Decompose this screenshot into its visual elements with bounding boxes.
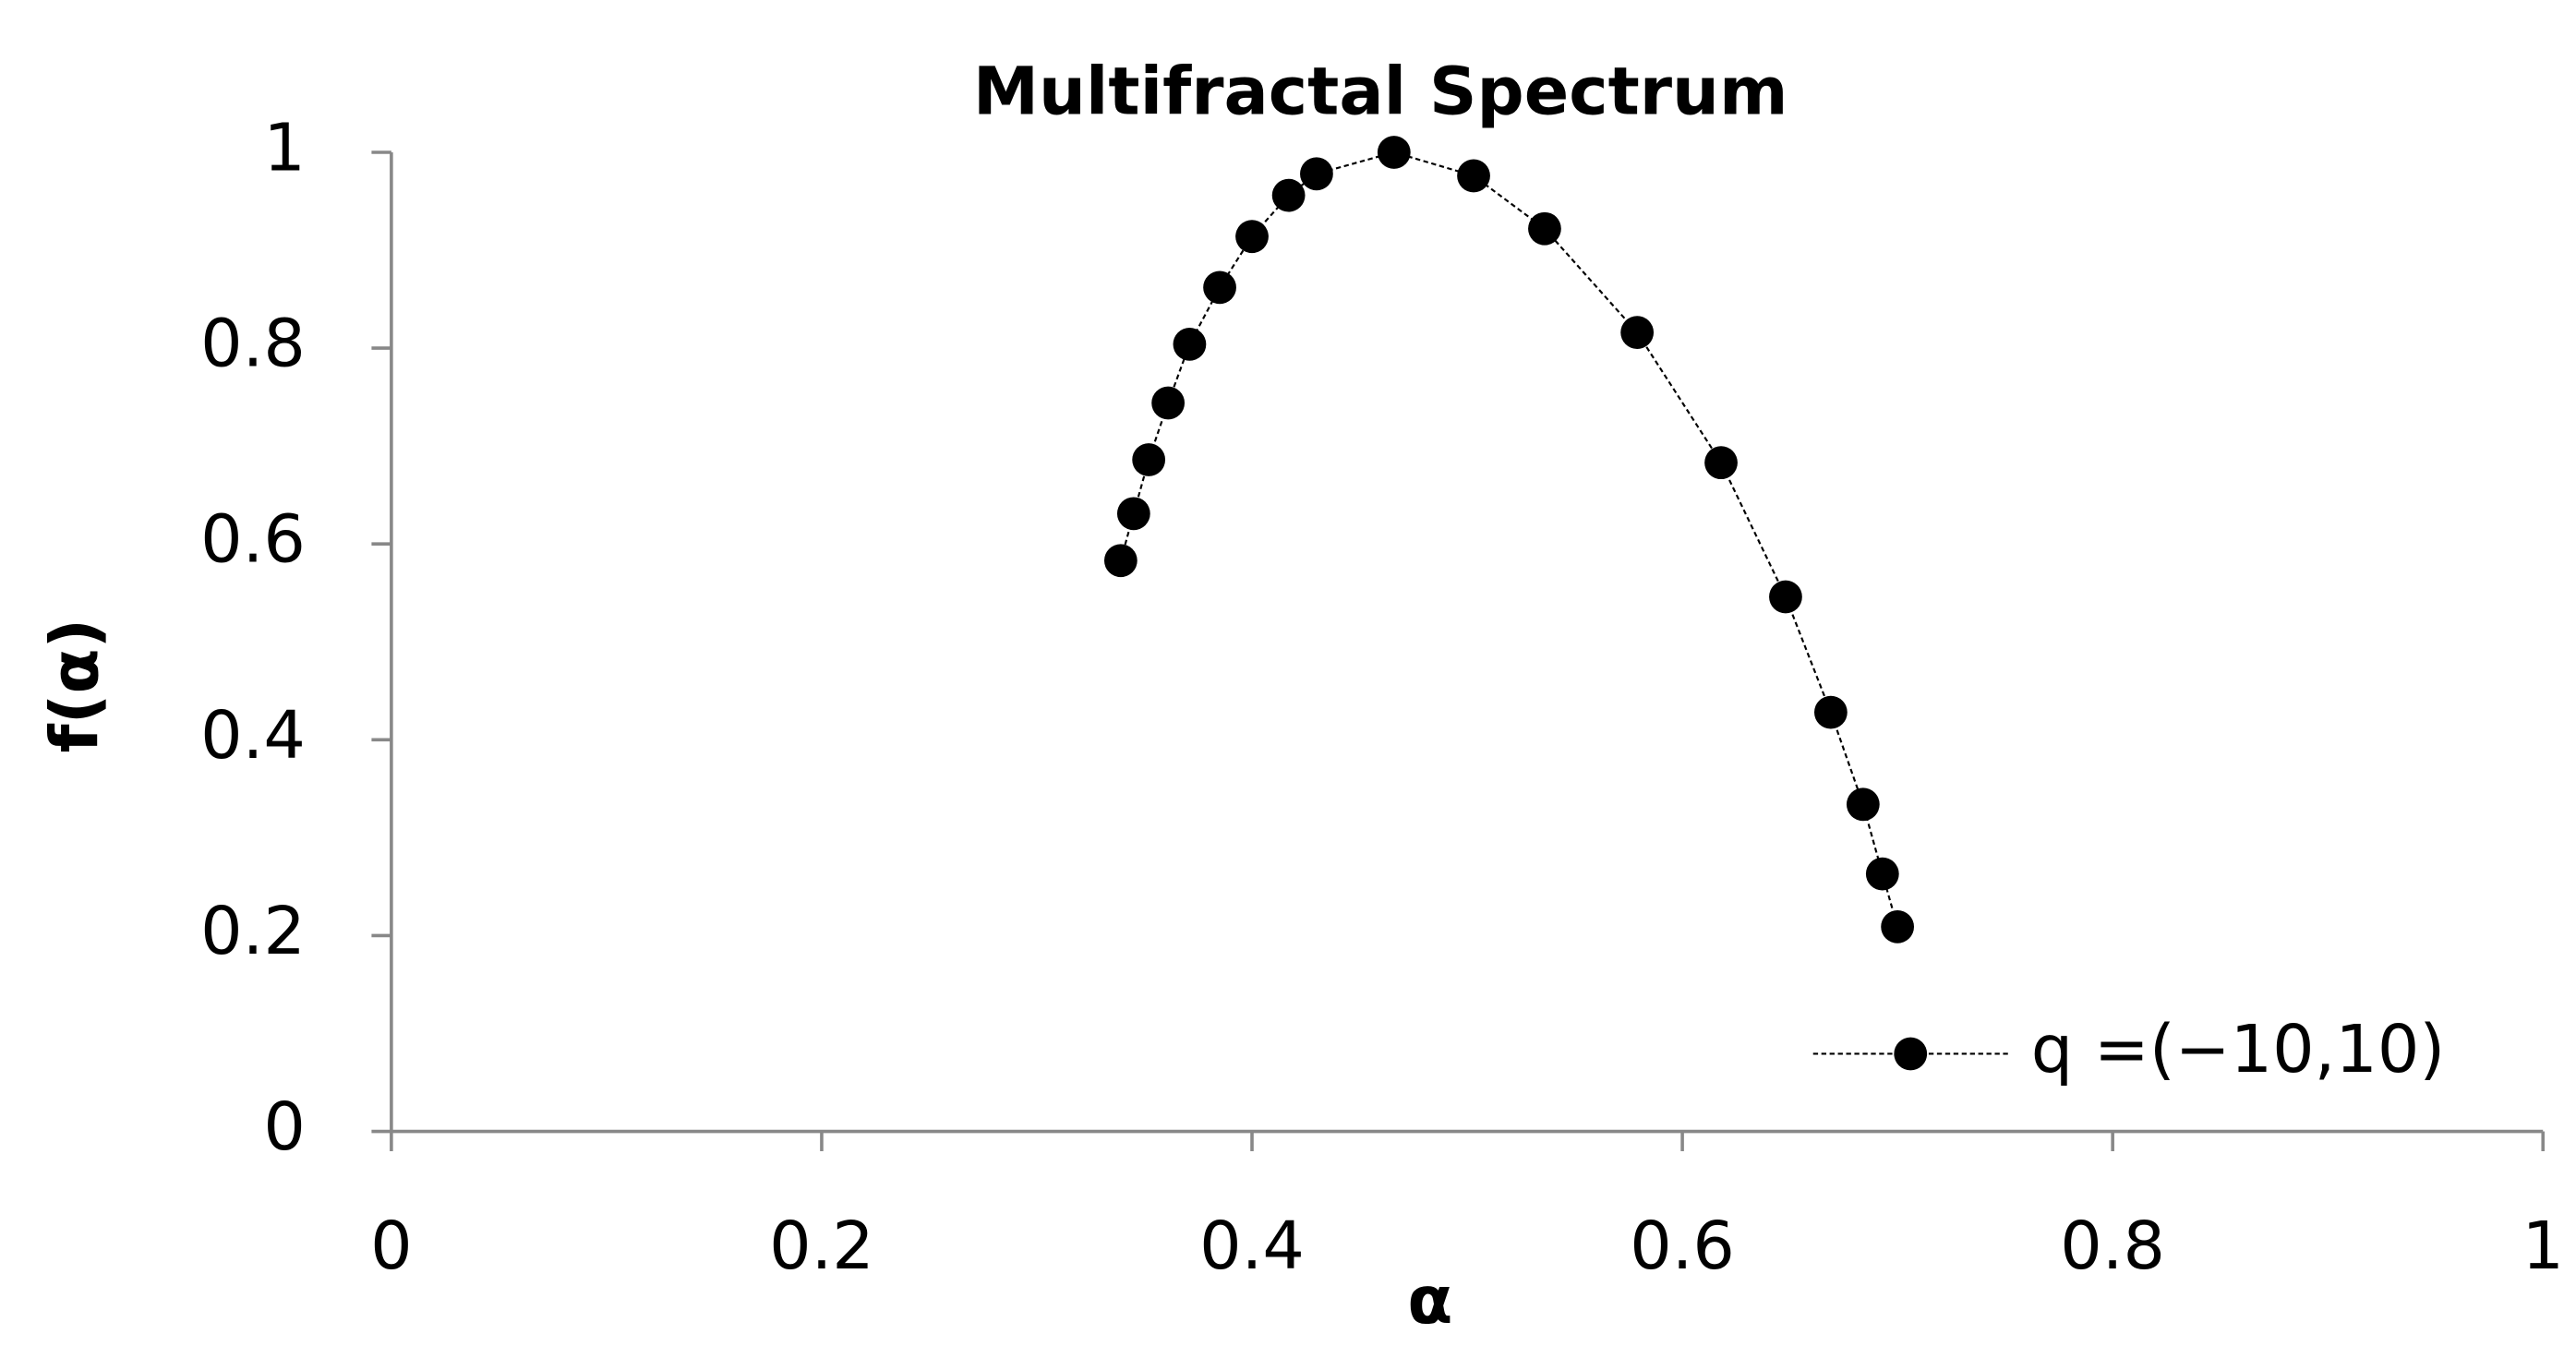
data-point [1173,327,1207,361]
y-tick-label: 0 [263,1088,306,1165]
data-point [1235,220,1269,254]
data-point [1881,909,1915,943]
data-point [1103,544,1138,578]
y-tick-label: 0.6 [200,501,306,578]
data-point [1457,159,1490,193]
y-tick-label: 0.2 [200,893,306,969]
data-point [1116,497,1150,531]
data-point [1377,136,1411,169]
y-axis-label: f(α) [36,619,113,753]
data-point [1813,695,1848,729]
x-tick-label: 0.8 [2060,1208,2165,1284]
data-point [1203,270,1236,305]
data-point [1769,580,1802,614]
data-point [1271,178,1306,212]
y-tick-label: 1 [263,110,306,186]
data-point [1865,857,1899,891]
x-tick-label: 0 [370,1208,413,1284]
legend-label: q =(−10,10) [2031,1011,2446,1088]
data-point [1846,787,1880,822]
data-point [1620,316,1655,350]
y-tick-label: 0.4 [200,697,306,774]
series-line [1119,150,1899,928]
x-tick-label: 0.2 [769,1208,874,1284]
x-tick-label: 0.4 [1199,1208,1305,1284]
y-tick-label: 0.8 [200,306,306,382]
data-point [1528,211,1561,246]
data-point [1132,443,1166,476]
legend-marker [1894,1037,1928,1071]
x-axis-label: α [1407,1262,1452,1339]
x-tick-label: 0.6 [1630,1208,1735,1284]
x-tick-label: 1 [2522,1208,2564,1284]
data-point [1300,157,1333,191]
chart-title: Multifractal Spectrum [973,54,1788,130]
data-point [1151,386,1186,420]
data-point [1704,446,1738,480]
